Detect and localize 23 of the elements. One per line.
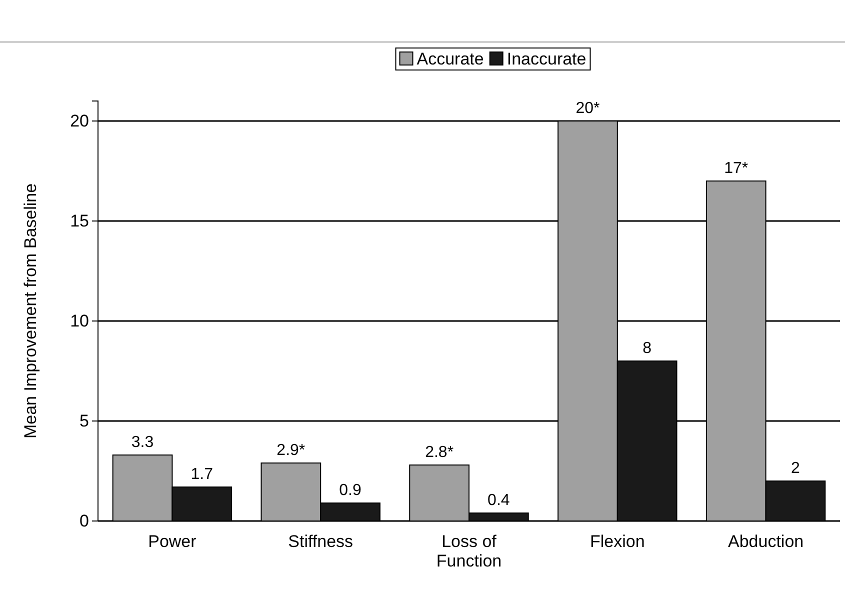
y-axis-title: Mean Improvement from Baseline [21,183,40,439]
data-label: 17* [724,160,748,177]
legend-label: Accurate [416,50,484,68]
x-tick-label: Abduction [728,532,804,552]
data-label: 1.7 [190,466,214,483]
x-tick-label: Flexion [590,532,645,552]
x-tick-label: Power [148,532,197,552]
legend-label: Inaccurate [506,50,586,68]
data-label: 8 [642,340,652,357]
data-label: 0.4 [488,492,510,509]
x-tick-label: Stiffness [288,532,354,552]
y-tick-label: 15 [70,211,89,230]
data-label: 2.8* [425,444,454,461]
y-tick-label: 5 [80,411,89,430]
y-tick-label: 20 [70,111,89,130]
x-tick-label: Loss of Function [436,532,502,571]
data-label: 0.9 [339,482,362,499]
data-label: 2 [791,460,800,477]
data-label: 3.3 [131,434,154,451]
y-tick-label: 10 [70,311,89,330]
data-label: 2.9* [276,442,306,459]
data-label: 20* [576,100,600,117]
y-tick-label: 0 [80,511,89,530]
